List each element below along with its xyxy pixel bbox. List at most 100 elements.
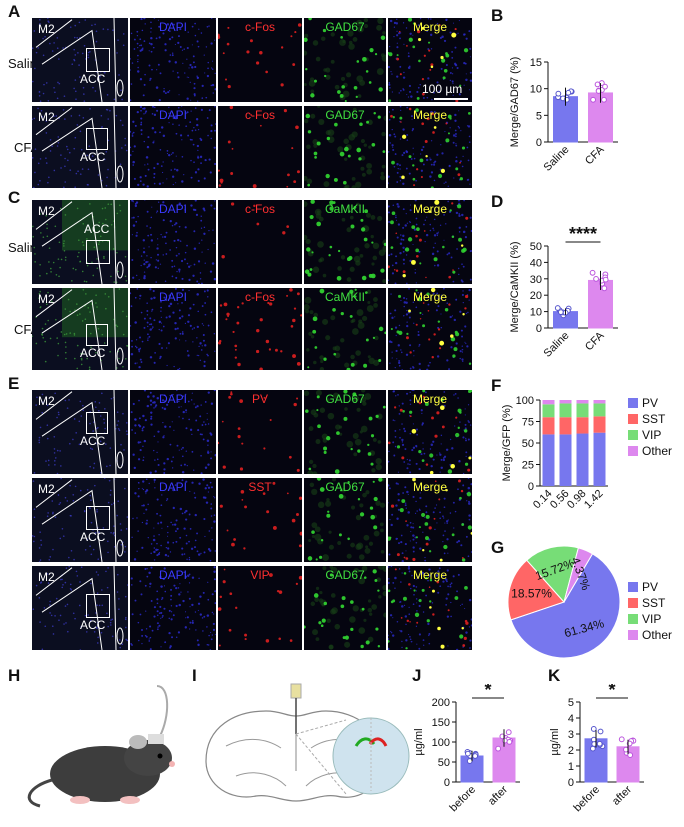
microscopy-camkii-image: CaMKII: [304, 288, 386, 370]
label-acc: ACC: [80, 530, 106, 544]
brain-boundary-lines: [35, 566, 117, 650]
data-point: [593, 275, 599, 282]
channel-label-merge: Merge: [412, 290, 447, 304]
brain-section-diagram: [205, 683, 410, 802]
channel-label-dapi: DAPI: [158, 480, 187, 494]
channel-label-dapi: DAPI: [158, 108, 187, 122]
pie-slice: [507, 559, 565, 621]
implant: [290, 683, 302, 699]
mouse-illustration: [27, 685, 175, 808]
brain-boundary-lines: [35, 106, 117, 188]
roi-box: [86, 506, 110, 530]
y-tick-label: 40: [530, 257, 542, 269]
red-arrow: [368, 737, 388, 747]
microscopy-dapi-image: DAPI: [130, 288, 216, 370]
pie-slice: [510, 553, 621, 659]
microscopy-gad67-image: GAD67: [304, 478, 386, 562]
brain-boundary-lines: [35, 478, 117, 562]
microscopy-merge-image: Merge: [388, 200, 472, 284]
roi-box: [86, 240, 110, 264]
label-acc: ACC: [80, 346, 106, 360]
data-point: [495, 745, 502, 752]
y-tick-label: 50: [438, 757, 450, 769]
data-point: [565, 89, 572, 96]
legend-label: VIP: [642, 428, 661, 442]
mouse-eye: [157, 753, 163, 759]
y-tick-label: 100: [432, 737, 450, 749]
microscopy-gad67-image: GAD67: [304, 18, 386, 102]
y-tick-label: 5: [536, 110, 542, 122]
channel-label-gad67: GAD67: [325, 392, 365, 406]
legend-swatch: [628, 398, 638, 408]
channel-label-dapi: DAPI: [158, 568, 187, 582]
y-tick-label: 25: [522, 460, 534, 472]
label-m2: M2: [38, 22, 55, 36]
channel-label-camkii: CaMKII: [324, 290, 365, 304]
pie-value-label: 18.57%: [511, 586, 552, 600]
legend-swatch: [628, 414, 638, 424]
microscopy-merge-image: Merge: [388, 478, 472, 562]
legend-swatch: [628, 430, 638, 440]
y-tick-label: 1: [568, 761, 574, 773]
channel-label-dapi: DAPI: [158, 290, 187, 304]
legend-swatch: [628, 598, 638, 608]
panel-label-g: G: [491, 538, 505, 557]
x-tick-label: 1.42: [582, 488, 606, 512]
stacked-bar-segment: [542, 417, 555, 435]
roi-box: [86, 128, 108, 150]
microscopy-merge-image: Merge: [388, 106, 472, 188]
data-point: [554, 305, 561, 311]
channel-label-gad67: GAD67: [325, 480, 365, 494]
microscopy-cfos-image: c-Fos: [218, 18, 302, 102]
legend-swatch: [628, 582, 638, 592]
microscopy-merge-image: Merge: [388, 288, 472, 370]
stacked-bar-segment: [576, 403, 589, 418]
microscopy-dapi-image: DAPI: [130, 18, 216, 102]
stacked-bar-segment: [559, 400, 572, 404]
stacked-bar-segment: [593, 403, 606, 417]
mouse-ear: [129, 735, 147, 749]
microscopy-merge-image: Merge: [388, 390, 472, 474]
brain-overview-image: M2 ACC: [32, 390, 128, 474]
stacked-bar-segment: [576, 417, 589, 434]
legend-swatch: [628, 614, 638, 624]
data-point: [505, 729, 512, 736]
brain-overview-image: M2 ACC: [32, 478, 128, 562]
y-tick-label: 3: [568, 729, 574, 741]
data-point: [590, 96, 597, 103]
panel-label-b: B: [491, 6, 504, 25]
panel-label-e: E: [8, 374, 20, 393]
panel-label-h: H: [8, 666, 21, 685]
headstage: [148, 734, 164, 744]
data-point: [501, 737, 508, 744]
stacked-bar-segment: [576, 400, 589, 404]
scale-bar-label: 100 µm: [422, 82, 463, 96]
x-tick-label: before: [572, 784, 603, 815]
panel-label-f: F: [491, 376, 502, 395]
data-point: [596, 740, 603, 747]
x-tick-label: Saline: [542, 144, 572, 174]
panel-label-i: I: [192, 666, 197, 685]
channel-label-dapi: DAPI: [158, 392, 187, 406]
data-point: [602, 276, 609, 283]
label-acc: ACC: [80, 150, 106, 164]
roi-box: [86, 324, 108, 346]
y-tick-label: 10: [530, 307, 542, 319]
y-tick-label: 2: [568, 745, 574, 757]
channel-label-merge: Merge: [412, 392, 447, 406]
channel-label-dapi: DAPI: [158, 202, 187, 216]
chart-j: 0 50 100 150 200 µg/ml before after *: [413, 684, 520, 814]
data-point: [589, 269, 596, 276]
y-tick-label: 0: [536, 323, 542, 335]
brain-overview-image: M2 ACC: [32, 288, 128, 370]
legend-swatch: [628, 630, 638, 640]
legend-label: SST: [642, 596, 666, 610]
data-point: [597, 728, 604, 735]
significance-stars: *: [484, 684, 491, 700]
channel-label-cfos: c-Fos: [245, 20, 275, 34]
label-m2: M2: [38, 394, 55, 408]
channel-label-cfos: c-Fos: [245, 202, 275, 216]
y-axis-label: µg/ml: [549, 728, 561, 755]
